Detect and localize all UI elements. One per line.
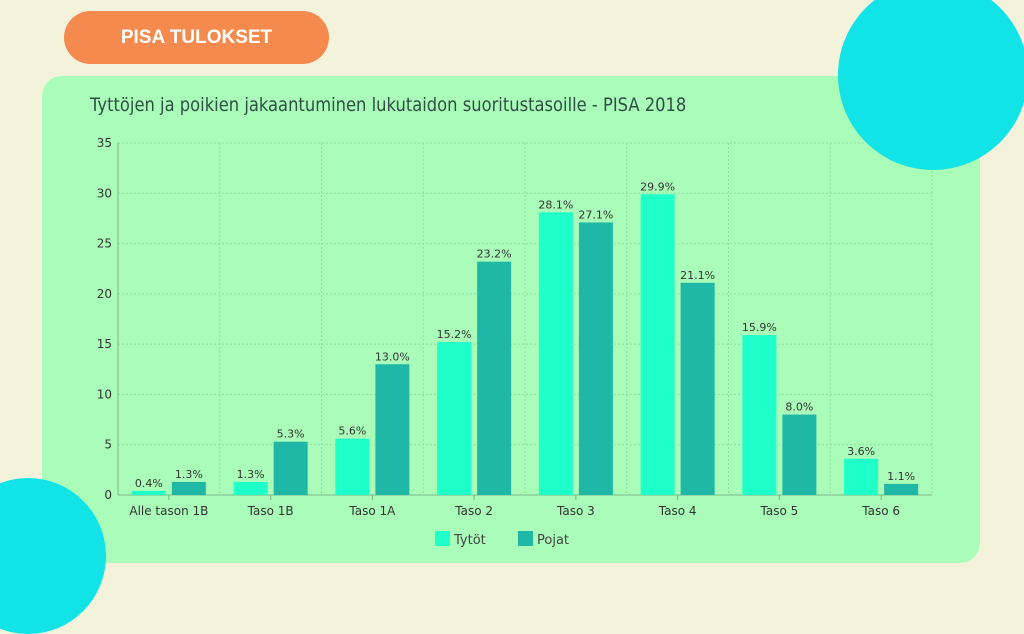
data-label: 21.1%: [680, 269, 715, 282]
bar-tytot: [131, 490, 166, 495]
bar-pojat: [171, 481, 206, 495]
bar-tytot: [742, 335, 777, 495]
bar-pojat: [782, 414, 817, 495]
bar-pojat: [273, 441, 308, 495]
data-label: 8.0%: [785, 401, 813, 414]
x-tick-label: Taso 1B: [247, 504, 294, 518]
legend-swatch-0: [435, 531, 450, 546]
y-tick-label: 5: [104, 438, 112, 452]
bar-tytot: [538, 212, 573, 495]
data-label: 29.9%: [640, 180, 675, 193]
bar-tytot: [233, 481, 268, 495]
legend-label: Tytöt: [453, 533, 486, 548]
legend-swatch-1: [518, 531, 533, 546]
y-tick-label: 10: [97, 387, 112, 401]
bar-pojat: [477, 261, 512, 495]
decorative-circle-top-right: [838, 0, 1024, 170]
bar-tytot: [437, 342, 472, 495]
x-tick-label: Taso 3: [556, 504, 595, 518]
bar-tytot: [335, 438, 370, 495]
y-tick-label: 25: [97, 237, 112, 251]
data-label: 27.1%: [578, 208, 613, 221]
x-tick-label: Taso 4: [658, 504, 697, 518]
x-tick-label: Taso 6: [861, 504, 900, 518]
x-tick-label: Taso 2: [454, 504, 493, 518]
data-label: 0.4%: [135, 477, 163, 490]
bar-tytot: [640, 194, 675, 495]
x-tick-label: Taso 1A: [348, 504, 396, 518]
chart-title: Tyttöjen ja poikien jakaantuminen lukuta…: [90, 94, 687, 116]
y-tick-label: 30: [97, 186, 112, 200]
bar-pojat: [680, 282, 715, 495]
data-label: 15.2%: [437, 328, 472, 341]
data-label: 23.2%: [477, 248, 512, 261]
pisa-results-badge: PISA TULOKSET: [64, 11, 329, 64]
data-label: 5.3%: [277, 428, 305, 441]
data-label: 5.6%: [338, 425, 366, 438]
data-label: 1.3%: [237, 468, 265, 481]
y-tick-label: 20: [97, 287, 112, 301]
data-label: 13.0%: [375, 350, 410, 363]
y-tick-label: 15: [97, 337, 112, 351]
data-label: 3.6%: [847, 445, 875, 458]
data-label: 28.1%: [538, 198, 573, 211]
bar-chart: 0 5 10 15 20 25 30 35 Alle tason 1B 0.4% 1.3% Taso …: [97, 136, 933, 548]
y-tick-label: 35: [97, 136, 112, 150]
bar-pojat: [578, 222, 613, 496]
data-label: 15.9%: [742, 321, 777, 334]
data-label: 1.3%: [175, 468, 203, 481]
x-tick-label: Alle tason 1B: [129, 504, 208, 518]
bar-pojat: [884, 483, 919, 495]
data-label: 1.1%: [887, 470, 915, 483]
bar-pojat: [375, 364, 410, 495]
bar-tytot: [844, 458, 879, 495]
y-tick-label: 0: [104, 488, 112, 502]
legend-label: Pojat: [537, 533, 569, 548]
x-tick-label: Taso 5: [760, 504, 799, 518]
